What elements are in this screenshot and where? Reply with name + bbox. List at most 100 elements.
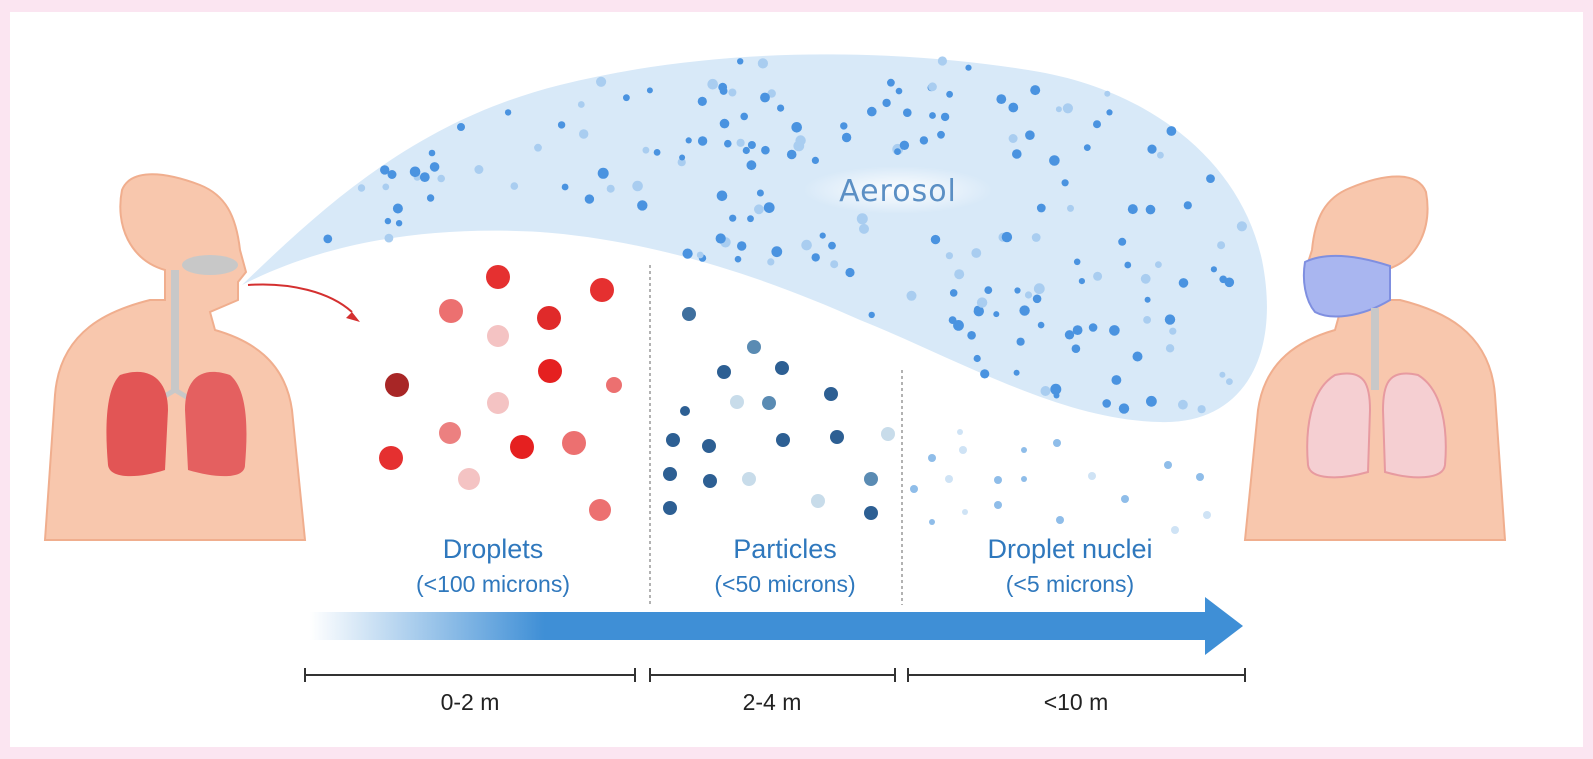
- particle: [1178, 278, 1189, 288]
- particle: [1144, 296, 1151, 303]
- aerosol-dots: [323, 56, 1247, 414]
- particle: [1206, 174, 1215, 184]
- particle: [729, 214, 737, 222]
- particle: [775, 361, 789, 375]
- particle: [379, 446, 403, 470]
- particle: [597, 167, 609, 179]
- particle: [1217, 241, 1226, 250]
- particle: [737, 58, 744, 65]
- particle: [537, 306, 561, 330]
- particle: [702, 439, 716, 453]
- particle: [980, 369, 990, 379]
- particle: [791, 122, 802, 133]
- particle: [1037, 321, 1045, 329]
- particle: [1102, 399, 1111, 408]
- particle: [1049, 155, 1060, 166]
- particle: [757, 58, 769, 69]
- particle: [1061, 179, 1069, 187]
- particle: [1067, 204, 1074, 212]
- particle: [392, 203, 403, 214]
- particle: [734, 255, 742, 263]
- particle: [719, 87, 728, 95]
- particle: [419, 172, 430, 183]
- particle: [1050, 383, 1062, 395]
- particle: [596, 76, 607, 87]
- particle: [1106, 109, 1113, 116]
- particle: [957, 429, 963, 435]
- particle: [589, 499, 611, 521]
- particle: [953, 320, 964, 331]
- particle: [864, 472, 878, 486]
- particle: [937, 56, 948, 66]
- particle: [487, 325, 509, 347]
- particle: [458, 468, 480, 490]
- particle: [845, 267, 855, 278]
- particle: [395, 220, 403, 227]
- particle: [1165, 344, 1175, 353]
- particle: [439, 422, 461, 444]
- particle: [562, 431, 586, 455]
- zone-size: (<5 microns): [1006, 571, 1134, 597]
- particle: [1155, 261, 1162, 268]
- particle: [819, 232, 826, 239]
- particle: [1171, 526, 1179, 534]
- aerosol-label: Aerosol: [839, 174, 957, 209]
- particle: [428, 149, 436, 157]
- particle: [940, 112, 950, 122]
- particle: [703, 474, 717, 488]
- particle: [1053, 439, 1061, 447]
- particle: [1008, 102, 1019, 113]
- particle: [811, 494, 825, 508]
- distance-label: 2-4 m: [743, 689, 802, 715]
- particle: [715, 233, 726, 244]
- particle: [577, 101, 585, 108]
- particle: [929, 112, 936, 119]
- distance-label: <10 m: [1044, 689, 1109, 715]
- particle: [1040, 386, 1051, 396]
- particle: [994, 476, 1002, 484]
- particle: [864, 506, 878, 520]
- particle: [762, 396, 776, 410]
- particle: [930, 234, 941, 245]
- particle: [486, 265, 510, 289]
- particle: [894, 148, 901, 156]
- particle: [380, 165, 390, 175]
- particle: [1025, 130, 1035, 140]
- particle: [1072, 325, 1083, 335]
- particle: [1219, 371, 1226, 378]
- particle: [579, 129, 589, 139]
- zone-dots: [379, 265, 1211, 534]
- particle: [786, 149, 797, 160]
- particle: [1124, 261, 1132, 269]
- particle: [663, 501, 677, 515]
- particle: [426, 194, 435, 202]
- particle: [1078, 278, 1085, 285]
- particle: [1118, 237, 1127, 246]
- particle: [590, 278, 614, 302]
- particle: [1146, 395, 1157, 407]
- particle: [679, 154, 686, 161]
- particle: [719, 118, 730, 129]
- particle: [1178, 399, 1188, 410]
- particle: [747, 141, 756, 149]
- particle: [763, 202, 775, 214]
- aerosol-label-glow: [803, 166, 993, 214]
- particle: [830, 430, 844, 444]
- particle: [948, 316, 957, 324]
- particle: [1197, 405, 1206, 414]
- particle: [996, 94, 1007, 104]
- particle: [1008, 134, 1018, 143]
- particle: [717, 365, 731, 379]
- particle: [1088, 323, 1098, 332]
- particle: [1183, 201, 1192, 210]
- particle: [1031, 233, 1041, 242]
- particle: [682, 307, 696, 321]
- particle: [1166, 126, 1177, 136]
- particle: [994, 501, 1002, 509]
- particle: [928, 82, 937, 92]
- direction-arrow: [310, 612, 1210, 640]
- particle: [1024, 291, 1033, 299]
- particle: [856, 213, 868, 225]
- particle: [811, 253, 820, 262]
